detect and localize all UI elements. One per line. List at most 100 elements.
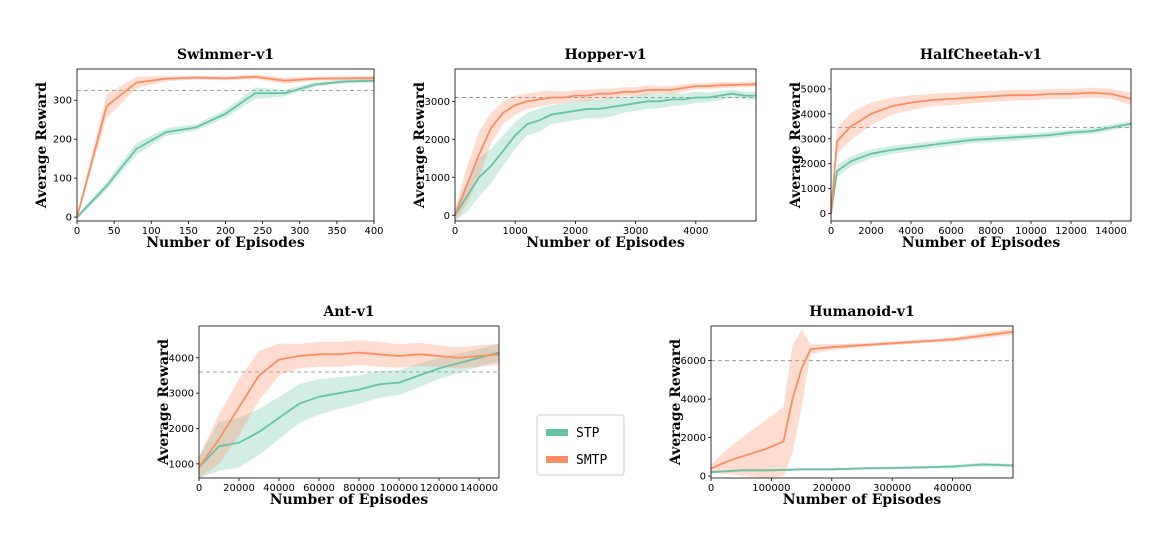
legend-swatch-stp <box>546 429 568 436</box>
p4-frame <box>710 325 1014 479</box>
p3-ytick-label: 1000 <box>169 459 194 470</box>
panel-ant: Ant-v10 20000 40000 60000 80000 100000 120000 1… <box>156 304 500 508</box>
p3-xlabel: Number of Episodes <box>270 492 429 508</box>
p0-title: Swimmer-v1 <box>177 47 274 63</box>
p1-xlabel: Number of Episodes <box>526 235 685 251</box>
p2-xtick-label: 4000 <box>898 226 923 237</box>
p0-line-stp <box>76 79 375 218</box>
p0-xtick-label: 350 <box>327 226 346 237</box>
legend-swatch-smtp <box>546 456 568 463</box>
p0-xtick-label: 250 <box>253 226 272 237</box>
p1-xtick-label: 0 <box>452 226 458 237</box>
p3-xtick-label: 120000 <box>420 483 458 494</box>
p0-ylabel: Average Reward <box>34 82 50 209</box>
p2-line-stp <box>830 122 1132 214</box>
p1-ytick-label: 0 <box>444 211 450 222</box>
p2-xtick-label: 0 <box>828 226 834 237</box>
p3-xtick-label: 100000 <box>380 483 418 494</box>
p0-band-smtp <box>77 74 374 220</box>
p2-ytick-label: 4000 <box>801 109 826 120</box>
p0-ytick-label: 0 <box>66 213 72 224</box>
p3-band-stp <box>199 343 499 478</box>
p2-ytick-label: 5000 <box>801 84 826 95</box>
p0-xtick-label: 400 <box>364 226 383 237</box>
p0-xtick-label: 100 <box>142 226 161 237</box>
legend: STP SMTP <box>536 414 625 476</box>
legend-label-stp: STP <box>576 426 600 441</box>
p2-title: HalfCheetah-v1 <box>920 47 1042 63</box>
p2-ylabel: Average Reward <box>788 82 804 209</box>
p1-line-stp <box>454 92 756 216</box>
p3-ytick-label: 2000 <box>169 424 194 435</box>
p4-xtick-label: 0 <box>708 483 714 494</box>
p0-xlabel: Number of Episodes <box>146 235 305 251</box>
p1-xtick-label: 2000 <box>563 226 588 237</box>
p4-ylabel: Average Reward <box>668 339 684 466</box>
p3-xtick-label: 40000 <box>263 483 295 494</box>
p3-band-smtp <box>199 340 499 478</box>
p4-title: Humanoid-v1 <box>809 304 915 320</box>
p2-xtick-label: 2000 <box>858 226 883 237</box>
p2-frame <box>830 68 1132 222</box>
p3-line-stp <box>198 351 500 469</box>
p2-xtick-label: 12000 <box>1055 226 1087 237</box>
panel-swimmer: Swimmer-v1 0 50 100 150 200 250 300 350 400 0 100 20… <box>34 47 384 251</box>
p3-xtick-label: 80000 <box>343 483 375 494</box>
p1-ytick-label: 3000 <box>425 97 450 108</box>
p3-xtick-label: 0 <box>196 483 202 494</box>
p2-line-smtp <box>830 91 1132 214</box>
p4-line-stp <box>710 463 1014 474</box>
p0-ytick-label: 300 <box>53 96 72 107</box>
p1-xtick-label: 3000 <box>623 226 648 237</box>
p3-ytick-label: 3000 <box>169 389 194 400</box>
p2-xtick-label: 14000 <box>1095 226 1127 237</box>
p0-ytick-label: 200 <box>53 135 72 146</box>
p2-xlabel: Number of Episodes <box>902 235 1061 251</box>
p4-ytick-label: 4000 <box>681 395 706 406</box>
p1-ylabel: Average Reward <box>412 82 428 209</box>
p2-band-stp <box>831 121 1131 216</box>
p2-xtick-label: 6000 <box>938 226 963 237</box>
p3-title: Ant-v1 <box>322 304 374 320</box>
panel-halfcheetah: HalfCheetah-v10 2000 4000 6000 8000 10000 1200… <box>788 47 1132 251</box>
p0-xtick-label: 150 <box>179 226 198 237</box>
p4-ytick-label: 2000 <box>681 433 706 444</box>
p1-xtick-label: 1000 <box>502 226 527 237</box>
p3-xtick-label: 140000 <box>460 483 498 494</box>
panel-humanoid: Humanoid-v1 0 100000 200000 300000 400000 0 200… <box>668 304 1014 508</box>
p2-ytick-label: 0 <box>820 209 826 220</box>
p0-xtick-label: 0 <box>74 226 80 237</box>
p0-line-smtp <box>76 75 375 218</box>
p3-ylabel: Average Reward <box>156 339 172 466</box>
p4-band-smtp <box>711 328 1013 478</box>
p1-ytick-label: 2000 <box>425 135 450 146</box>
p4-ytick-label: 6000 <box>681 356 706 367</box>
legend-label-smtp: SMTP <box>576 453 607 468</box>
p4-ytick-label: 0 <box>700 472 706 483</box>
p0-xtick-label: 300 <box>290 226 309 237</box>
p2-xtick-label: 10000 <box>1015 226 1047 237</box>
p0-ytick-label: 100 <box>53 174 72 185</box>
p2-ytick-label: 3000 <box>801 134 826 145</box>
p2-ytick-label: 1000 <box>801 184 826 195</box>
p3-xtick-label: 20000 <box>223 483 255 494</box>
p0-xtick-label: 200 <box>216 226 235 237</box>
p3-xtick-label: 60000 <box>303 483 335 494</box>
p4-xlabel: Number of Episodes <box>783 492 942 508</box>
p2-xtick-label: 8000 <box>978 226 1003 237</box>
p0-xtick-label: 50 <box>108 226 121 237</box>
p4-xtick-label: 400000 <box>934 483 972 494</box>
p4-xtick-label: 100000 <box>752 483 790 494</box>
panel-hopper: Hopper-v10 1000 2000 3000 40000100020003000N… <box>412 47 757 251</box>
p2-ytick-label: 2000 <box>801 159 826 170</box>
p1-xtick-label: 4000 <box>683 226 708 237</box>
p4-line-smtp <box>710 330 1014 470</box>
p4-xtick-label: 300000 <box>873 483 911 494</box>
p1-frame <box>454 68 757 222</box>
p1-ytick-label: 1000 <box>425 173 450 184</box>
p1-line-smtp <box>454 83 757 216</box>
p1-title: Hopper-v1 <box>564 47 646 63</box>
p3-frame <box>198 325 500 479</box>
p3-line-smtp <box>198 351 500 468</box>
